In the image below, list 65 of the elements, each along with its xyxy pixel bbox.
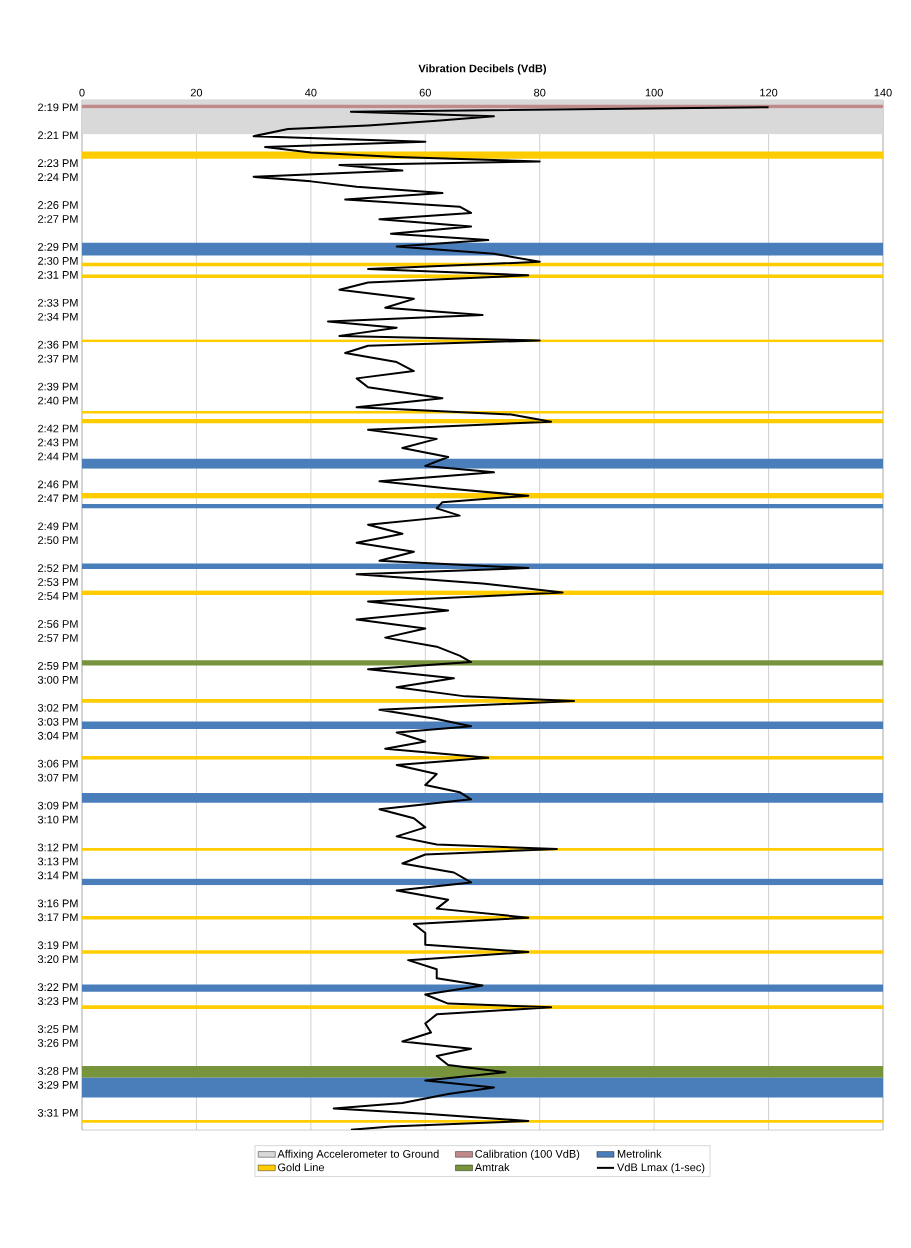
y-tick-label: 2:53 PM: [38, 578, 78, 586]
y-tick-label: 2:42 PM: [38, 424, 78, 433]
y-tick-label: 3:28 PM: [37, 1067, 78, 1075]
x-tick-label: 80: [534, 88, 546, 97]
y-tick-label: 2:43 PM: [38, 438, 78, 447]
y-tick-label: 2:21 PM: [38, 131, 78, 140]
y-tick-label: 2:44 PM: [38, 452, 78, 461]
y-tick-label: 3:29 PM: [37, 1080, 78, 1089]
y-tick-label: 2:56 PM: [38, 620, 78, 628]
y-tick-label: 2:19 PM: [38, 103, 78, 112]
y-tick-label: 3:09 PM: [37, 801, 78, 810]
y-tick-label: 2:34 PM: [38, 312, 78, 321]
y-tick-label: 3:03 PM: [37, 717, 78, 726]
y-tick-label: 3:31 PM: [37, 1108, 78, 1117]
y-tick-label: 2:26 PM: [38, 201, 78, 209]
legend-label: Gold Line: [278, 1163, 325, 1172]
y-tick-label: 3:10 PM: [37, 815, 78, 824]
y-tick-label: 2:57 PM: [38, 634, 78, 642]
legend-label: Amtrak: [474, 1163, 510, 1172]
y-tick-label: 3:17 PM: [37, 913, 78, 922]
x-tick-label: 60: [419, 88, 431, 97]
y-tick-label: 2:37 PM: [38, 354, 78, 363]
y-tick-label: 3:22 PM: [37, 983, 78, 992]
y-tick-label: 2:39 PM: [38, 382, 78, 391]
y-tick-label: 2:59 PM: [38, 661, 78, 670]
y-tick-label: 2:46 PM: [38, 480, 78, 489]
y-tick-label: 2:50 PM: [38, 536, 78, 545]
x-tick-label: 120: [760, 88, 778, 97]
legend-label: VdB Lmax (1-sec): [617, 1163, 705, 1174]
legend-label: Metrolink: [617, 1149, 662, 1158]
y-tick-label: 2:40 PM: [38, 396, 78, 405]
y-tick-label: 3:25 PM: [37, 1025, 78, 1033]
y-tick-label: 3:02 PM: [37, 703, 78, 712]
x-axis-title: Vibration Decibels (VdB): [418, 64, 547, 75]
y-tick-label: 2:49 PM: [38, 522, 78, 531]
x-tick-label: 40: [304, 88, 317, 97]
x-tick-label: 140: [874, 88, 892, 97]
y-tick-label: 3:12 PM: [37, 843, 78, 852]
y-tick-label: 3:04 PM: [37, 731, 78, 740]
y-tick-label: 2:23 PM: [38, 159, 78, 167]
y-tick-label: 2:47 PM: [38, 494, 78, 503]
y-tick-label: 2:27 PM: [38, 215, 78, 223]
y-tick-label: 3:06 PM: [37, 759, 78, 768]
y-tick-label: 2:36 PM: [38, 340, 78, 349]
y-tick-label: 2:30 PM: [38, 257, 78, 265]
y-tick-label: 3:14 PM: [37, 871, 78, 880]
y-tick-label: 3:23 PM: [37, 997, 78, 1005]
y-tick-label: 3:19 PM: [37, 941, 78, 950]
y-tick-label: 2:33 PM: [38, 298, 78, 307]
x-tick-label: 100: [645, 88, 663, 97]
y-tick-label: 2:31 PM: [38, 271, 78, 279]
y-tick-label: 2:29 PM: [38, 243, 78, 251]
y-tick-label: 2:52 PM: [38, 564, 78, 573]
y-tick-label: 3:07 PM: [37, 773, 78, 782]
y-tick-label: 2:54 PM: [38, 592, 78, 600]
legend-label: Affixing Accelerometer to Ground: [277, 1149, 439, 1160]
y-tick-label: 3:26 PM: [37, 1039, 78, 1047]
y-tick-label: 3:20 PM: [37, 955, 78, 964]
x-tick-label: 0: [79, 88, 85, 97]
y-tick-label: 3:13 PM: [37, 857, 78, 866]
y-tick-label: 2:24 PM: [38, 173, 78, 181]
x-tick-label: 20: [190, 88, 203, 97]
y-tick-label: 3:16 PM: [37, 899, 78, 908]
legend-label: Calibration (100 VdB): [475, 1149, 580, 1160]
y-tick-label: 3:00 PM: [37, 675, 78, 684]
